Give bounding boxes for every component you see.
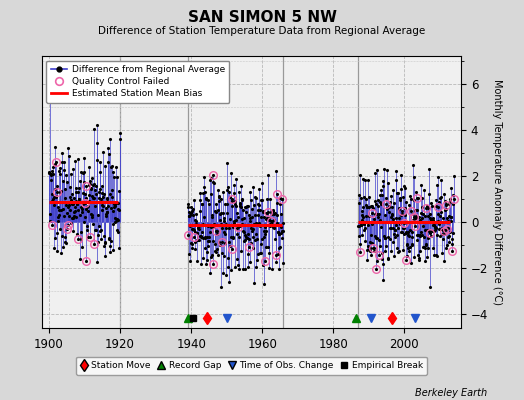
Text: SAN SIMON 5 NW: SAN SIMON 5 NW [188, 10, 336, 25]
Legend: Station Move, Record Gap, Time of Obs. Change, Empirical Break: Station Move, Record Gap, Time of Obs. C… [76, 356, 427, 374]
Legend: Difference from Regional Average, Quality Control Failed, Estimated Station Mean: Difference from Regional Average, Qualit… [47, 60, 230, 103]
Text: Berkeley Earth: Berkeley Earth [415, 388, 487, 398]
Y-axis label: Monthly Temperature Anomaly Difference (°C): Monthly Temperature Anomaly Difference (… [492, 79, 502, 305]
Text: Difference of Station Temperature Data from Regional Average: Difference of Station Temperature Data f… [99, 26, 425, 36]
